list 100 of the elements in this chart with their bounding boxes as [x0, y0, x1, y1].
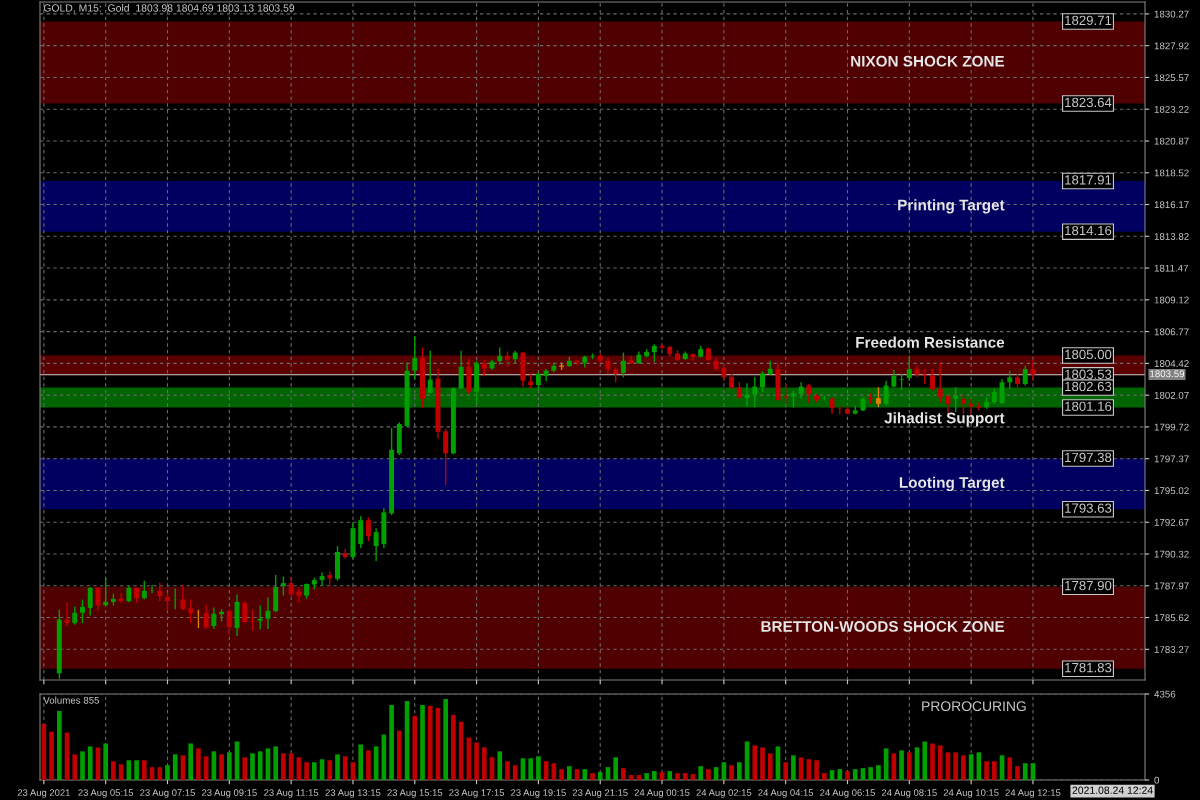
y-tick-label: 1792.67: [1154, 518, 1189, 526]
y-tick-label: 1787.97: [1154, 582, 1189, 590]
bar: [767, 753, 773, 780]
y-tick-label: 1795.02: [1154, 487, 1189, 495]
y-tick-label: 1818.52: [1154, 169, 1189, 177]
bar: [791, 755, 796, 780]
bar: [389, 704, 394, 780]
bar: [227, 752, 232, 780]
annotation: 1817.91: [1065, 175, 1112, 185]
y-tick-label: 1806.77: [1154, 328, 1189, 336]
bar: [706, 769, 711, 780]
x-tick-label: 23 Aug 07:15: [140, 789, 195, 798]
bar: [72, 754, 78, 780]
bar: [397, 730, 402, 780]
ref-line-label: 1803.59: [1150, 370, 1185, 378]
bar: [922, 741, 928, 780]
bar: [342, 756, 348, 780]
bar: [822, 773, 827, 780]
bar: [482, 747, 487, 780]
bar: [597, 772, 603, 780]
bar: [497, 751, 503, 780]
bar: [937, 745, 943, 780]
bar: [304, 762, 309, 780]
y-tick-label: 1825.57: [1154, 74, 1189, 82]
x-tick-label: 23 Aug 19:15: [511, 789, 566, 798]
bar: [752, 745, 758, 780]
x-tick-label: 23 Aug 15:15: [387, 789, 443, 798]
bar: [814, 760, 819, 780]
bar: [366, 750, 371, 780]
bar: [852, 769, 858, 780]
bar: [729, 765, 734, 780]
y-tick-label: 1809.12: [1154, 296, 1189, 304]
bar: [984, 761, 989, 780]
band-label: Looting Target: [899, 476, 1005, 492]
bar: [907, 752, 912, 780]
bar: [420, 704, 425, 780]
annotation: 1823.64: [1065, 97, 1112, 108]
bar: [621, 768, 626, 780]
bar: [528, 758, 533, 780]
y-tick-label: 1804.42: [1154, 360, 1189, 367]
bar: [443, 699, 448, 780]
bar: [837, 769, 843, 780]
x-tick-label: 24 Aug 04:15: [758, 789, 814, 798]
x-tick-label: 24 Aug 06:15: [820, 789, 875, 798]
y-tick-label: 1790.32: [1154, 550, 1189, 558]
bar: [505, 761, 510, 780]
annotation: PROROCURING: [922, 701, 1026, 712]
x-tick-label: 23 Aug 05:15: [78, 789, 134, 798]
bar: [582, 769, 588, 780]
y-tick-label: 1783.27: [1154, 646, 1189, 653]
bar: [257, 751, 263, 780]
bar: [172, 754, 178, 780]
bar: [281, 753, 286, 780]
bar: [1022, 763, 1028, 780]
bar: [57, 710, 62, 780]
y-tick-label: 1799.72: [1154, 423, 1189, 431]
bar: [876, 765, 881, 780]
y-tick-label: 1830.27: [1154, 10, 1189, 18]
annotation: 1793.63: [1065, 503, 1112, 513]
x-tick-label: 23 Aug 2021: [17, 789, 70, 798]
bar: [111, 761, 116, 780]
annotation: 1797.38: [1065, 452, 1112, 463]
bar: [961, 755, 966, 780]
annotation: 1803.53: [1065, 369, 1112, 379]
bar: [103, 743, 108, 780]
bar: [358, 744, 363, 780]
bar: [613, 757, 618, 780]
annotation: 1802.63: [1065, 381, 1112, 392]
annotation: 1787.90: [1065, 580, 1112, 591]
y-tick-label: 1802.07: [1154, 391, 1189, 399]
bar: [327, 760, 333, 780]
bar: [142, 760, 147, 780]
bar: [1015, 766, 1020, 780]
annotation: 1829.71: [1065, 15, 1112, 26]
bar: [134, 760, 139, 780]
bar: [250, 753, 255, 780]
bar: [652, 771, 657, 780]
x-tick-label: 24 Aug 10:15: [943, 789, 999, 798]
bar: [644, 773, 649, 780]
y-tick-label: 1823.22: [1154, 105, 1189, 113]
annotation: 1801.16: [1065, 401, 1112, 411]
bar: [165, 765, 170, 780]
bar: [474, 742, 479, 780]
bar: [682, 773, 688, 780]
bar: [667, 771, 673, 780]
bar: [930, 743, 935, 780]
bar: [567, 766, 572, 780]
bar: [87, 746, 93, 780]
chart-title: Volumes 855: [43, 696, 100, 704]
bar: [760, 747, 765, 780]
y-tick-label: 4356: [1154, 690, 1176, 698]
bar: [157, 767, 163, 780]
candlestick: [783, 383, 789, 405]
bar: [536, 756, 541, 780]
band-label: Jihadist Support: [884, 412, 1005, 427]
bar: [899, 750, 904, 780]
y-tick-label: 1820.87: [1154, 137, 1189, 145]
band-label: NIXON SHOCK ZONE: [851, 55, 1005, 67]
y-tick-label: 1785.62: [1154, 614, 1189, 622]
bar: [219, 754, 224, 780]
